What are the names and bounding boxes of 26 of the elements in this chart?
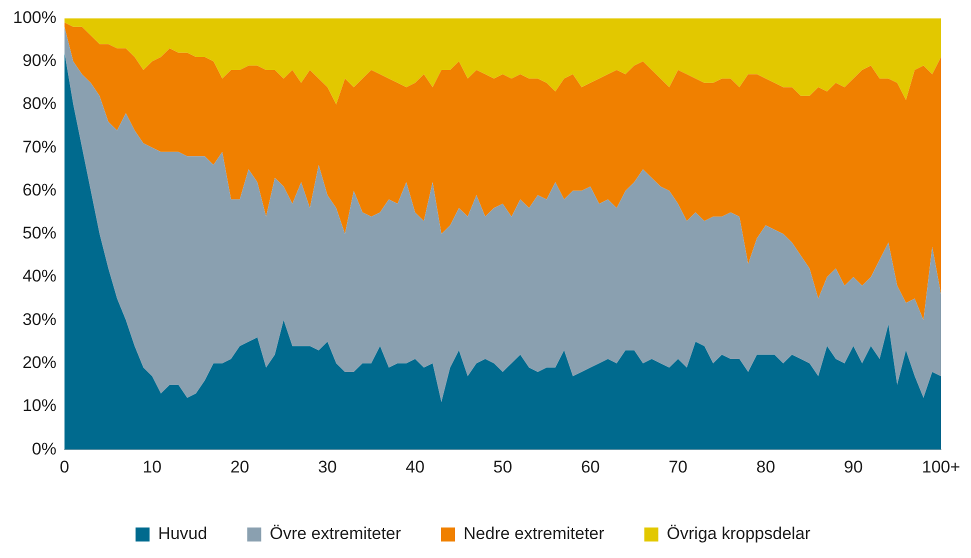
x-tick-label: 80 xyxy=(756,457,776,476)
x-tick-label: 60 xyxy=(580,457,600,476)
y-tick-label: 90% xyxy=(22,51,56,70)
legend-label: Övriga kroppsdelar xyxy=(666,524,811,544)
legend-label: Huvud xyxy=(158,524,208,544)
y-tick-label: 70% xyxy=(22,137,56,156)
x-tick-label: 50 xyxy=(493,457,512,476)
legend-label: Nedre extremiteter xyxy=(464,524,605,544)
y-tick-label: 0% xyxy=(32,439,56,458)
y-tick-label: 50% xyxy=(22,224,56,243)
x-tick-label: 100+ xyxy=(922,457,960,476)
y-tick-label: 80% xyxy=(22,94,56,114)
y-tick-label: 20% xyxy=(22,353,56,372)
x-tick-label: 30 xyxy=(318,457,337,476)
x-tick-label: 10 xyxy=(142,457,162,476)
x-tick-label: 20 xyxy=(230,457,250,476)
y-tick-label: 60% xyxy=(22,180,56,200)
y-tick-label: 10% xyxy=(22,396,56,416)
y-tick-label: 30% xyxy=(22,310,56,329)
x-tick-label: 0 xyxy=(60,457,70,476)
y-tick-label: 40% xyxy=(22,266,56,286)
legend-label: Övre extremiteter xyxy=(270,524,402,544)
x-tick-label: 40 xyxy=(406,457,425,476)
y-tick-label: 100% xyxy=(12,8,56,27)
x-tick-label: 90 xyxy=(844,457,863,476)
x-tick-label: 70 xyxy=(668,457,688,476)
